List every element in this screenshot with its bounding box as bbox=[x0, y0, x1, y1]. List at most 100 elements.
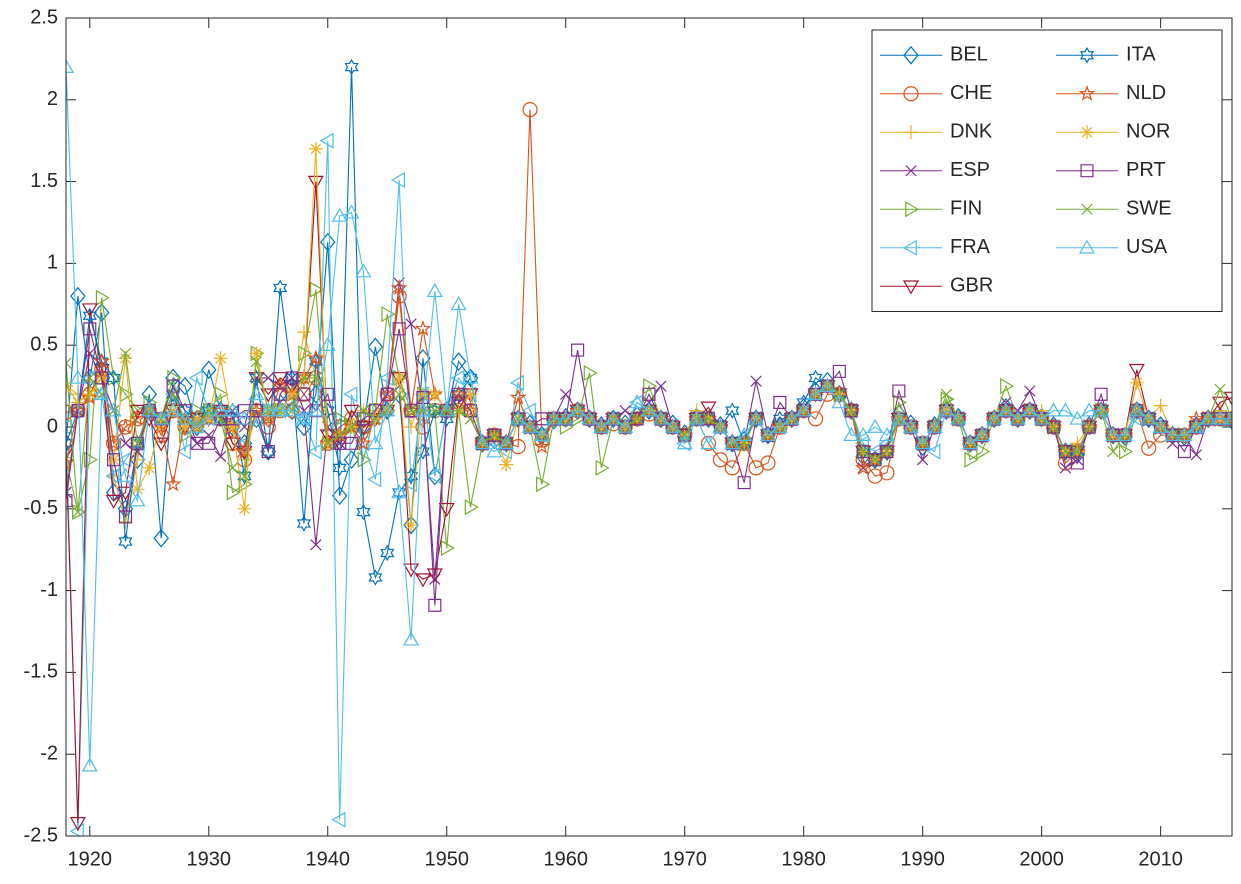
data-point bbox=[284, 402, 301, 417]
data-point bbox=[1021, 402, 1038, 417]
data-point bbox=[343, 204, 360, 219]
data-point bbox=[200, 360, 217, 380]
data-point bbox=[297, 387, 311, 401]
data-point bbox=[1189, 420, 1203, 434]
data-point bbox=[700, 401, 717, 416]
data-point bbox=[84, 372, 96, 384]
data-point bbox=[797, 404, 811, 418]
legend-marker bbox=[903, 86, 919, 102]
data-point bbox=[1225, 412, 1232, 426]
x-tick-label: 2010 bbox=[1138, 848, 1183, 870]
data-point bbox=[379, 402, 396, 417]
data-point bbox=[379, 401, 396, 420]
data-point bbox=[749, 412, 763, 426]
data-point bbox=[1083, 421, 1095, 433]
data-point bbox=[1200, 410, 1217, 425]
data-point bbox=[259, 409, 277, 426]
data-point bbox=[581, 410, 598, 425]
data-point bbox=[331, 811, 346, 828]
data-point bbox=[331, 207, 348, 222]
data-point bbox=[713, 420, 727, 434]
data-point bbox=[831, 394, 848, 409]
legend-label: DNK bbox=[950, 121, 993, 143]
data-point bbox=[1188, 418, 1205, 433]
data-point bbox=[128, 409, 146, 426]
data-point bbox=[285, 371, 299, 385]
data-point bbox=[1057, 402, 1074, 417]
data-point bbox=[712, 452, 728, 468]
data-point bbox=[203, 429, 215, 441]
data-point bbox=[868, 453, 882, 467]
data-point bbox=[688, 410, 705, 425]
data-point bbox=[83, 451, 99, 468]
data-point bbox=[583, 364, 598, 382]
data-point bbox=[463, 369, 478, 387]
legend-marker bbox=[1080, 164, 1094, 178]
data-point bbox=[1045, 402, 1062, 417]
data-point bbox=[403, 515, 419, 535]
data-point bbox=[390, 279, 408, 296]
data-point bbox=[393, 388, 405, 400]
data-point bbox=[509, 374, 524, 391]
data-point bbox=[66, 486, 72, 499]
y-tick-label: -2 bbox=[40, 742, 58, 764]
data-point bbox=[296, 325, 311, 340]
data-point bbox=[462, 401, 479, 418]
data-point bbox=[428, 598, 442, 612]
data-point bbox=[226, 412, 240, 426]
plot-area: -2.5 -2 -1.5 -1 -0.5 0 0.5 1 1.5 2 2.5 1920 1930 1940… bbox=[24, 6, 1233, 870]
data-point bbox=[321, 387, 335, 401]
legend-label: USA bbox=[1126, 236, 1168, 258]
data-point bbox=[488, 429, 501, 441]
data-point bbox=[167, 388, 179, 400]
data-point bbox=[380, 544, 395, 562]
data-point bbox=[117, 467, 134, 482]
data-point bbox=[521, 402, 536, 419]
data-point bbox=[486, 443, 503, 458]
data-point bbox=[845, 404, 857, 417]
data-point bbox=[164, 475, 182, 492]
data-point bbox=[309, 404, 323, 418]
legend-label: BEL bbox=[950, 44, 988, 66]
data-point bbox=[1128, 401, 1146, 418]
data-point bbox=[66, 357, 72, 369]
data-point bbox=[83, 322, 97, 336]
data-point bbox=[369, 413, 382, 425]
data-point bbox=[130, 452, 145, 467]
data-point bbox=[94, 353, 109, 370]
data-point bbox=[249, 346, 264, 361]
data-point bbox=[914, 435, 931, 450]
data-point bbox=[545, 410, 562, 425]
data-point bbox=[450, 296, 467, 311]
data-point bbox=[164, 386, 179, 403]
data-point bbox=[438, 502, 455, 518]
data-point bbox=[1140, 410, 1157, 425]
data-point bbox=[926, 443, 941, 460]
data-point bbox=[700, 435, 717, 450]
data-point bbox=[129, 492, 146, 507]
data-point bbox=[248, 372, 265, 387]
data-point bbox=[678, 428, 692, 442]
data-point bbox=[987, 412, 1001, 426]
data-point bbox=[892, 384, 906, 398]
data-point bbox=[273, 387, 287, 401]
data-point bbox=[118, 533, 133, 550]
data-point bbox=[1212, 410, 1229, 425]
data-point bbox=[440, 404, 454, 418]
data-point bbox=[176, 443, 191, 460]
legend-label: ESP bbox=[950, 159, 990, 181]
data-point bbox=[429, 404, 441, 417]
data-point bbox=[262, 372, 274, 384]
data-point bbox=[844, 404, 858, 418]
data-point bbox=[438, 402, 455, 417]
legend-label: CHE bbox=[950, 82, 992, 104]
data-point bbox=[368, 404, 382, 418]
data-point bbox=[188, 369, 203, 386]
data-point bbox=[391, 288, 407, 304]
data-point bbox=[261, 444, 275, 459]
data-point bbox=[510, 410, 527, 425]
series-layer bbox=[66, 58, 1232, 836]
data-point bbox=[355, 263, 372, 278]
data-point bbox=[319, 336, 336, 352]
